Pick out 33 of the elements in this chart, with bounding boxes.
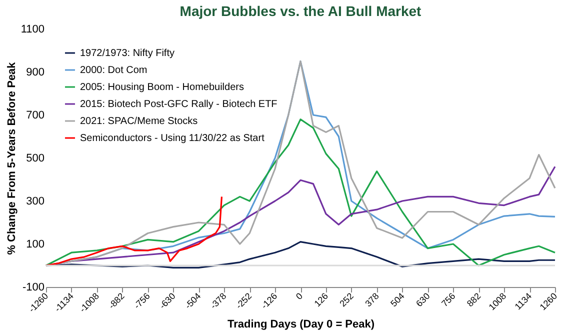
legend-label: 1972/1973: Nifty Fifty <box>80 48 174 59</box>
legend-label: Semiconductors - Using 11/30/22 as Start <box>80 133 265 144</box>
legend-label: 2021: SPAC/Meme Stocks <box>80 116 198 127</box>
y-tick-label: 500 <box>26 152 44 164</box>
x-tick-label: -882 <box>106 290 126 311</box>
x-tick-label: 882 <box>464 290 483 309</box>
chart-title: Major Bubbles vs. the AI Bull Market <box>180 3 422 19</box>
x-tick-label: -756 <box>132 290 152 311</box>
y-tick-label: 1100 <box>20 24 44 36</box>
y-tick-label: -100 <box>22 282 44 294</box>
x-tick-label: 504 <box>388 290 406 309</box>
y-tick-label: 700 <box>26 110 44 122</box>
y-axis-title: % Change From 5-Years Before Peak <box>6 61 18 255</box>
x-tick-label: 126 <box>312 290 330 309</box>
legend-label: 2005: Housing Boom - Homebuilders <box>80 82 244 93</box>
legend-label: 2015: Biotech Post-GFC Rally - Biotech ETF <box>80 99 278 110</box>
line-series <box>45 118 556 266</box>
x-tick-label: 630 <box>414 290 432 309</box>
x-tick-label: 756 <box>440 290 458 309</box>
y-tick-label: 300 <box>26 196 44 208</box>
line-series <box>45 196 223 266</box>
x-tick-label: 252 <box>338 290 356 309</box>
x-tick-label: 378 <box>363 290 381 309</box>
x-tick-label: -378 <box>208 290 228 311</box>
x-tick-label: -504 <box>182 290 203 311</box>
x-axis-title: Trading Days (Day 0 = Peak) <box>227 318 375 330</box>
y-tick-label: 900 <box>26 66 44 78</box>
x-tick-label: -630 <box>157 290 178 311</box>
y-tick-label: 100 <box>26 238 44 250</box>
x-tick-label: -252 <box>234 290 254 311</box>
x-tick-label: 0 <box>294 290 305 302</box>
legend-label: 2000: Dot Com <box>80 65 148 76</box>
x-tick-label: -126 <box>259 290 280 311</box>
